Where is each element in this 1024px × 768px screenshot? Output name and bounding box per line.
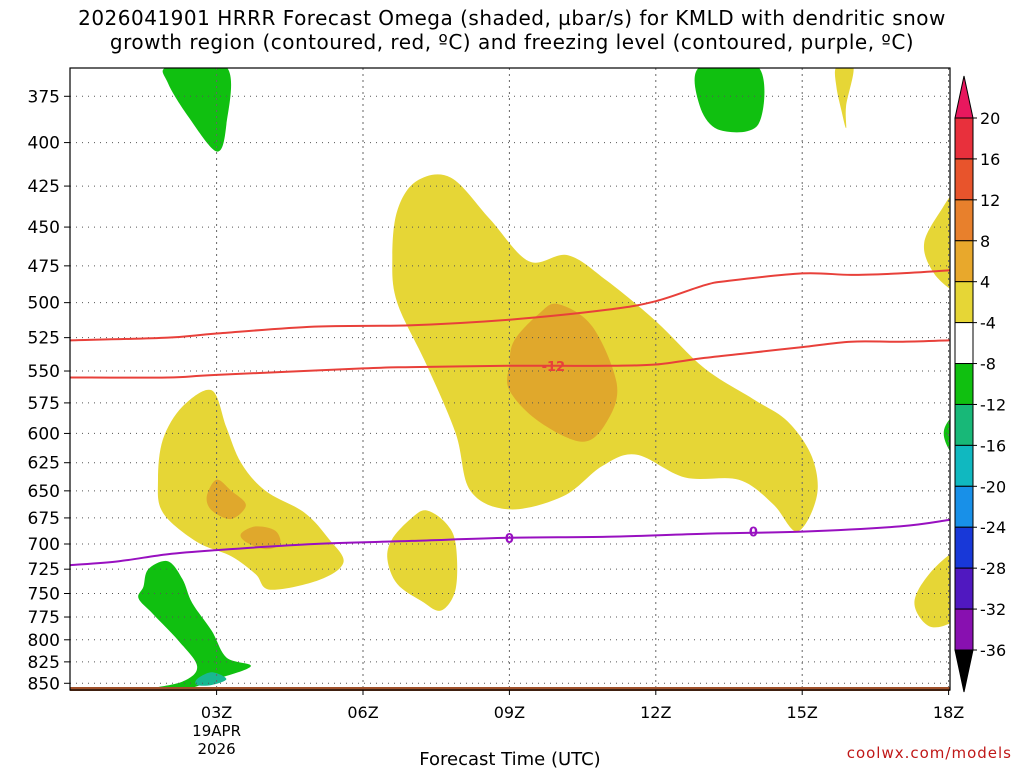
y-tick-label: 675 [28,509,60,529]
colorbar-label: -24 [980,518,1006,537]
contour-label: 0 [749,526,758,541]
colorbar-label: -16 [980,436,1006,455]
ground-strip [70,687,950,691]
colorbar-segment [954,322,974,365]
plot-frame [69,67,951,691]
y-tick-label: 425 [28,177,60,197]
colorbar-top-arrow [954,75,974,119]
y-tick-label: 800 [28,631,60,651]
colorbar: 20 16 12 8 4 -4 -8 -12 -16 -20 -24 -28 -32 -36 [954,75,1006,693]
contour-label: -12 [542,360,566,375]
colorbar-segment [954,158,974,201]
y-tick-label: 450 [28,218,60,238]
colorbar-label: -12 [980,395,1006,414]
x-tick-label: 09Z [494,703,525,722]
y-tick-label: 625 [28,454,60,474]
y-tick-label: 775 [28,608,60,628]
yellow-region-left [157,389,344,590]
colorbar-label: -8 [980,355,996,374]
teal-region-bottom-left [195,672,227,686]
contour-line [70,518,950,567]
x-tick-label: 15Z [787,703,818,722]
y-tick-label: 825 [28,653,60,673]
colorbar-segment [954,608,974,651]
colorbar-segment [954,485,974,528]
orange-region-left-2 [240,526,281,550]
colorbar-label: 8 [980,232,990,251]
green-region-right-mid [943,418,950,452]
axes: 375 400 425 450 475 500 525 550 575 600 625 650 675 7… [28,67,964,768]
colorbar-segment [954,526,974,569]
colorbar-segment [954,117,974,160]
x-tick-year: 2026 [198,740,236,758]
colorbar-label: 16 [980,150,1000,169]
y-tick-label: 500 [28,294,60,314]
green-region-top-middle [694,68,765,133]
x-tick-label: 18Z [933,703,964,722]
x-tick-label: 12Z [640,703,671,722]
y-tick-label: 725 [28,560,60,580]
colorbar-label: -4 [980,314,996,333]
green-region-top-left [162,68,232,152]
y-tick-label: 700 [28,535,60,555]
chart-title: 2026041901 HRRR Forecast Omega (shaded, … [0,6,1024,54]
colorbar-segment [954,444,974,487]
credit-text: coolwx.com/models [846,744,1012,762]
colorbar-bottom-arrow [954,649,974,693]
contour-label: 0 [505,532,514,547]
colorbar-label: -28 [980,559,1006,578]
contour-line [70,339,950,379]
colorbar-label: 12 [980,191,1000,210]
green-region-bottom-left [138,560,251,690]
x-axis-label: Forecast Time (UTC) [419,749,600,768]
colorbar-segment [954,567,974,610]
y-tick-label: 600 [28,424,60,444]
chart-title-line2: growth region (contoured, red, ºC) and f… [109,30,915,54]
colorbar-segment [954,363,974,405]
colorbar-label: -20 [980,477,1006,496]
contour-line [70,269,950,342]
colorbar-label: -36 [980,641,1006,660]
chart-title-line1: 2026041901 HRRR Forecast Omega (shaded, … [78,6,946,30]
y-tick-label: 750 [28,584,60,604]
y-tick-label: 400 [28,134,60,154]
yellow-region-top-sliver [834,68,854,129]
contour-lines: -12 0 0 [70,269,950,567]
colorbar-segment [954,199,974,242]
y-tick-label: 850 [28,674,60,694]
yellow-region-small [387,510,458,611]
y-tick-label: 475 [28,257,60,277]
yellow-region-right-bottom [914,554,950,628]
colorbar-segment [954,240,974,283]
colorbar-label: 20 [980,109,1000,128]
yellow-region-right-top [923,196,950,289]
x-tick-date: 19APR [192,722,241,740]
orange-region-main [507,303,618,442]
colorbar-label: -32 [980,600,1006,619]
x-tick-label: 06Z [347,703,378,722]
y-tick-label: 650 [28,482,60,502]
y-tick-label: 575 [28,394,60,414]
y-tick-label: 375 [28,87,60,107]
x-tick-label: 03Z [201,703,232,722]
colorbar-segment [954,403,974,446]
colorbar-label: 4 [980,273,990,292]
y-tick-label: 550 [28,362,60,382]
omega-shading [138,68,950,690]
colorbar-segment [954,281,974,324]
grid-lines [70,68,950,690]
y-tick-label: 525 [28,329,60,349]
